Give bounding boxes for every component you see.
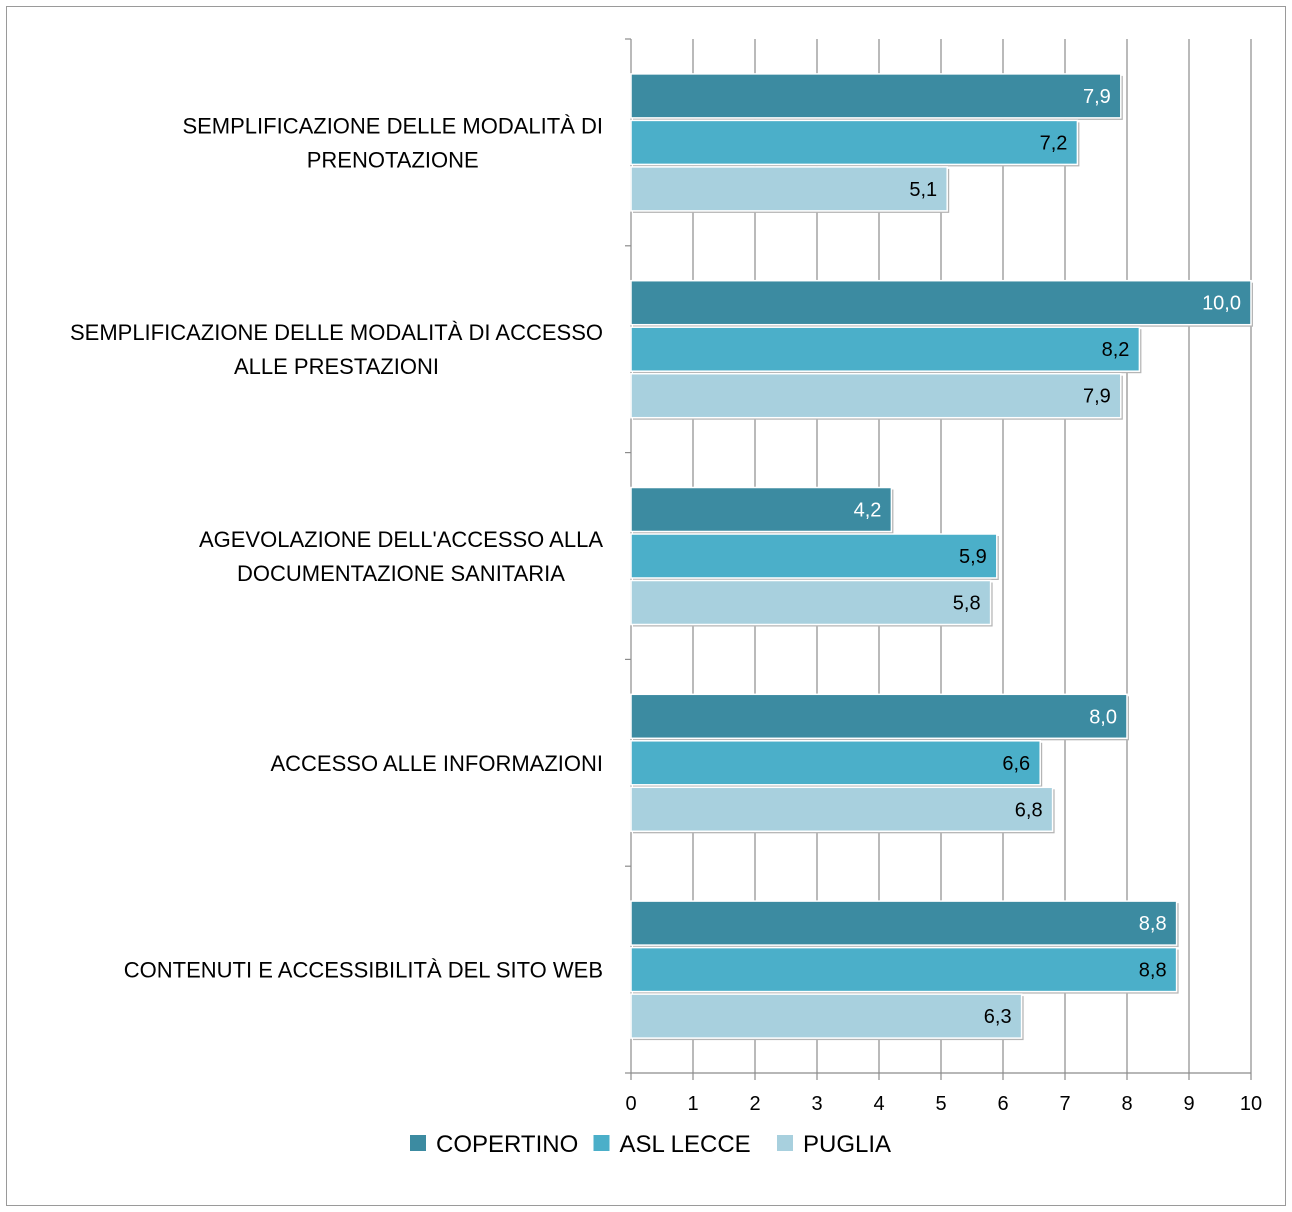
- category-label: CONTENUTI E ACCESSIBILITÀ DEL SITO WEB: [124, 958, 603, 983]
- bar-chart: 0 1 2 3 4 5 6 7 8 9 10 7,9 7,2 5,1 SEMPLIFICAZIONE DEL…: [70, 38, 1262, 1158]
- bar: [630, 993, 1023, 1039]
- data-label: 8,2: [1102, 339, 1130, 361]
- bar: [630, 326, 1141, 372]
- data-label: 8,0: [1089, 706, 1117, 728]
- bar: [630, 119, 1079, 166]
- legend-label: ASL LECCE: [620, 1131, 751, 1158]
- x-tick-label: 7: [1059, 1093, 1070, 1115]
- data-label: 6,6: [1002, 753, 1030, 775]
- legend-swatch: [410, 1135, 426, 1151]
- data-label: 6,8: [1015, 799, 1043, 821]
- x-tick-label: 4: [873, 1093, 884, 1115]
- x-tick-label: 6: [997, 1093, 1008, 1115]
- legend-label: PUGLIA: [803, 1131, 891, 1158]
- bar: [630, 579, 992, 626]
- data-label: 8,8: [1139, 960, 1167, 982]
- bar: [630, 73, 1122, 119]
- data-label: 5,8: [953, 593, 981, 615]
- bar: [630, 693, 1128, 740]
- x-tick-label: 9: [1183, 1093, 1194, 1115]
- data-label: 5,9: [959, 546, 987, 568]
- data-label: 10,0: [1202, 293, 1241, 315]
- bar: [630, 279, 1252, 326]
- bar: [630, 740, 1041, 786]
- x-tick-label: 0: [625, 1093, 636, 1115]
- category-label: AGEVOLAZIONE DELL'ACCESSO ALLA DOCUMENTAZ…: [199, 527, 603, 586]
- bar: [630, 946, 1178, 993]
- data-label: 7,2: [1040, 132, 1068, 154]
- x-tick-label: 3: [811, 1093, 822, 1115]
- x-tick-label: 8: [1121, 1093, 1132, 1115]
- category-label: SEMPLIFICAZIONE DELLE MODALITÀ DI PRENOTA…: [182, 113, 603, 172]
- legend-swatch: [593, 1135, 610, 1151]
- category-label: SEMPLIFICAZIONE DELLE MODALITÀ DI ACCESS…: [70, 320, 603, 379]
- x-tick-label: 10: [1240, 1093, 1262, 1115]
- bar: [630, 166, 948, 212]
- data-label: 7,9: [1083, 86, 1111, 108]
- data-label: 5,1: [909, 179, 937, 201]
- bar: [630, 900, 1178, 946]
- data-label: 8,8: [1139, 913, 1167, 935]
- x-tick-label: 5: [935, 1093, 946, 1115]
- bar: [630, 372, 1122, 419]
- data-label: 7,9: [1083, 386, 1111, 408]
- x-tick-label: 1: [687, 1093, 698, 1115]
- bar: [630, 486, 893, 533]
- legend-swatch: [777, 1135, 793, 1151]
- bar: [630, 786, 1054, 833]
- data-label: 6,3: [984, 1006, 1012, 1028]
- category-label: ACCESSO ALLE INFORMAZIONI: [270, 751, 603, 776]
- chart-frame: 0 1 2 3 4 5 6 7 8 9 10 7,9 7,2 5,1 SEMPLIFICAZIONE DEL…: [6, 6, 1286, 1206]
- legend-label: COPERTINO: [436, 1131, 578, 1158]
- data-label: 4,2: [854, 500, 882, 522]
- bar: [630, 533, 998, 579]
- x-tick-label: 2: [749, 1093, 760, 1115]
